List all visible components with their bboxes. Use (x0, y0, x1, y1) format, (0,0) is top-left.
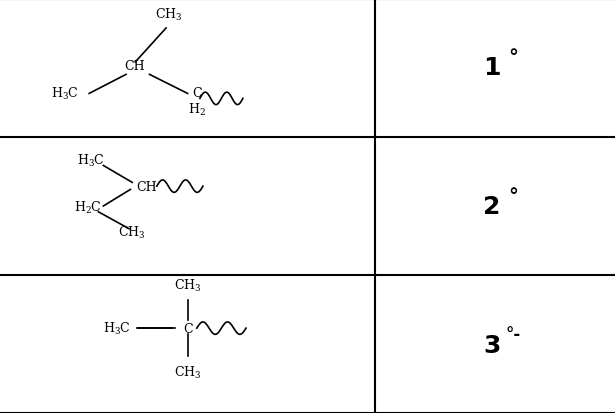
Text: $\mathregular{CH_3}$: $\mathregular{CH_3}$ (174, 364, 201, 380)
Text: 3: 3 (483, 333, 501, 357)
Text: °-: °- (506, 325, 521, 344)
Text: °: ° (509, 187, 518, 206)
Text: °: ° (509, 48, 518, 67)
Text: 2: 2 (483, 195, 501, 218)
Text: $\mathregular{H_2}$: $\mathregular{H_2}$ (188, 102, 205, 117)
Text: $\mathregular{H_2C}$: $\mathregular{H_2C}$ (74, 199, 102, 215)
Text: $\mathregular{CH_3}$: $\mathregular{CH_3}$ (156, 7, 183, 23)
Text: $\mathregular{CH_3}$: $\mathregular{CH_3}$ (174, 277, 201, 293)
Text: $\mathregular{H_3C}$: $\mathregular{H_3C}$ (103, 320, 131, 336)
Text: 1: 1 (483, 56, 501, 80)
Text: CH: CH (137, 180, 157, 193)
Text: $\mathregular{CH_3}$: $\mathregular{CH_3}$ (119, 224, 146, 240)
Text: $\mathregular{H_3C}$: $\mathregular{H_3C}$ (50, 86, 79, 102)
Text: C: C (183, 322, 192, 335)
Text: $\mathregular{H_3C}$: $\mathregular{H_3C}$ (77, 152, 105, 168)
Text: CH: CH (124, 59, 145, 73)
Text: C: C (192, 87, 202, 100)
